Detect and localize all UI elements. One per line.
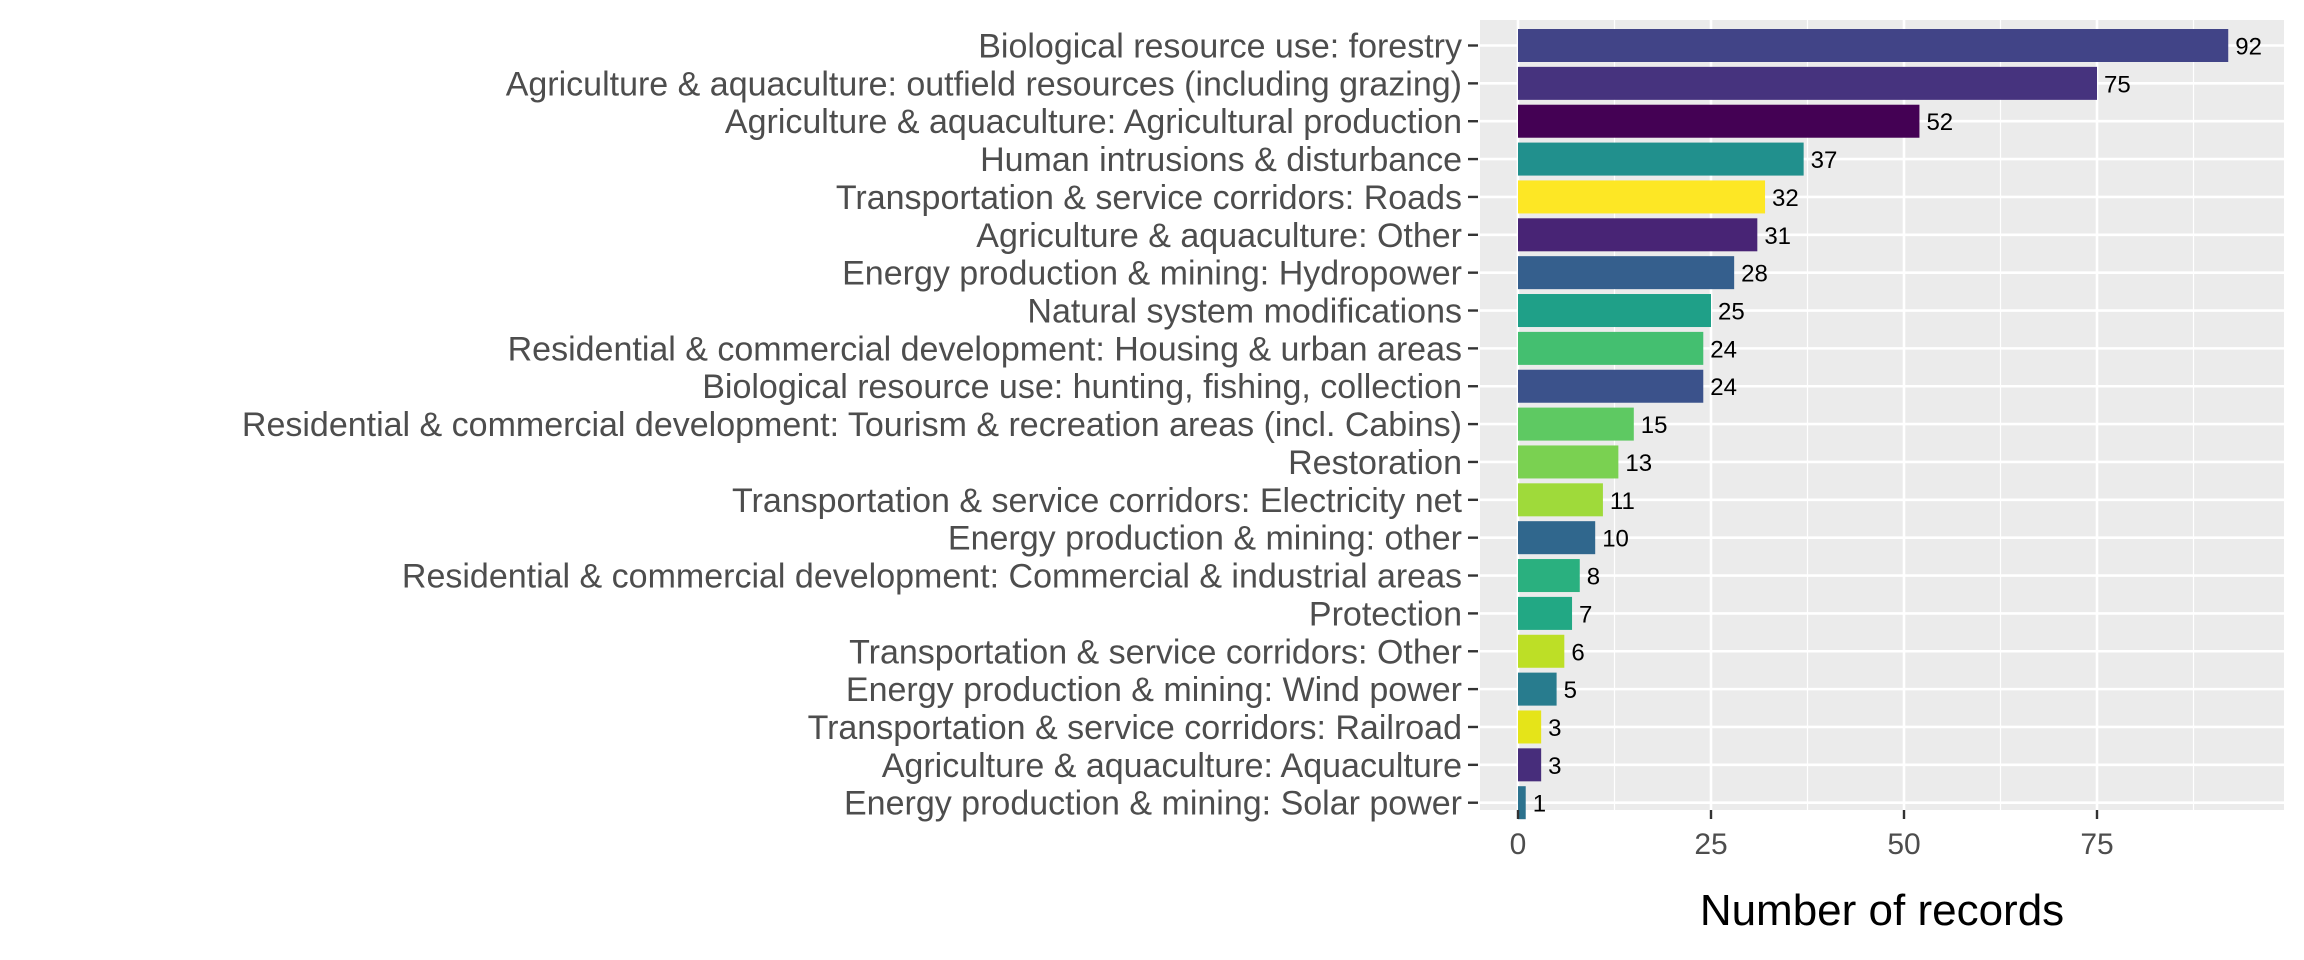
y-category-label: Agriculture & aquaculture: Agricultural … bbox=[725, 103, 1462, 141]
bar bbox=[1518, 786, 1526, 820]
y-category-label: Transportation & service corridors: Othe… bbox=[849, 633, 1462, 671]
bar bbox=[1518, 559, 1580, 593]
x-tick-label: 25 bbox=[1694, 828, 1727, 861]
y-category-label: Energy production & mining: Solar power bbox=[844, 785, 1462, 823]
bar bbox=[1518, 142, 1804, 176]
data-label: 37 bbox=[1811, 147, 1838, 174]
bar bbox=[1518, 29, 2229, 62]
y-category-label: Biological resource use: hunting, fishin… bbox=[702, 368, 1462, 406]
bar bbox=[1518, 483, 1603, 517]
data-label: 25 bbox=[1718, 299, 1745, 326]
y-category-label: Natural system modifications bbox=[1027, 293, 1462, 331]
y-category-label: Restoration bbox=[1288, 444, 1462, 482]
data-label: 32 bbox=[1772, 185, 1799, 212]
bar bbox=[1518, 104, 1920, 138]
x-axis: 0 25 50 75 bbox=[1510, 810, 2114, 861]
data-label: 75 bbox=[2104, 71, 2131, 98]
data-label: 3 bbox=[1548, 715, 1561, 742]
bar bbox=[1518, 672, 1557, 706]
bar bbox=[1518, 748, 1542, 782]
data-label: 31 bbox=[1764, 223, 1791, 250]
bar bbox=[1518, 521, 1596, 555]
y-category-label: Transportation & service corridors: Rail… bbox=[808, 709, 1462, 747]
bar bbox=[1518, 180, 1766, 214]
y-category-label: Energy production & mining: other bbox=[948, 520, 1462, 558]
bar bbox=[1518, 369, 1704, 403]
y-axis: Biological resource use: forestryAgricul… bbox=[242, 28, 1478, 823]
bar bbox=[1518, 256, 1735, 290]
y-category-label: Agriculture & aquaculture: Other bbox=[976, 217, 1462, 255]
bar bbox=[1518, 445, 1619, 479]
data-label: 7 bbox=[1579, 601, 1592, 628]
y-category-label: Agriculture & aquaculture: Aquaculture bbox=[882, 747, 1462, 785]
data-label: 5 bbox=[1564, 677, 1577, 704]
data-label: 10 bbox=[1602, 526, 1629, 553]
data-label: 3 bbox=[1548, 753, 1561, 780]
data-label: 6 bbox=[1571, 639, 1584, 666]
y-category-label: Residential & commercial development: Ho… bbox=[508, 330, 1462, 368]
bar bbox=[1518, 634, 1565, 668]
data-label: 92 bbox=[2235, 34, 2262, 61]
data-label: 15 bbox=[1641, 412, 1668, 439]
data-label: 24 bbox=[1710, 336, 1737, 363]
y-category-label: Residential & commercial development: Co… bbox=[402, 558, 1462, 596]
data-label: 24 bbox=[1710, 374, 1737, 401]
y-category-label: Energy production & mining: Wind power bbox=[846, 671, 1462, 709]
bar bbox=[1518, 710, 1542, 744]
bar bbox=[1518, 596, 1573, 630]
y-category-label: Transportation & service corridors: Elec… bbox=[732, 482, 1463, 520]
data-label: 8 bbox=[1587, 564, 1600, 591]
x-tick-label: 75 bbox=[2080, 828, 2113, 861]
x-tick-label: 50 bbox=[1887, 828, 1920, 861]
bar bbox=[1518, 66, 2097, 100]
x-tick-label: 0 bbox=[1510, 828, 1527, 861]
bar bbox=[1518, 218, 1758, 252]
y-category-label: Human intrusions & disturbance bbox=[980, 141, 1462, 179]
y-category-label: Transportation & service corridors: Road… bbox=[836, 179, 1462, 217]
data-label: 13 bbox=[1625, 450, 1652, 477]
bar bbox=[1518, 294, 1711, 328]
data-label: 11 bbox=[1610, 488, 1635, 515]
bars bbox=[1518, 29, 2229, 820]
data-label: 28 bbox=[1741, 261, 1768, 288]
bar bbox=[1518, 407, 1634, 441]
data-label: 1 bbox=[1533, 791, 1546, 818]
x-axis-title: Number of records bbox=[1700, 886, 2064, 935]
y-category-label: Protection bbox=[1309, 595, 1462, 633]
y-category-label: Agriculture & aquaculture: outfield reso… bbox=[506, 65, 1462, 103]
y-category-label: Biological resource use: forestry bbox=[978, 28, 1462, 66]
y-category-label: Energy production & mining: Hydropower bbox=[842, 255, 1462, 293]
data-label: 52 bbox=[1926, 109, 1953, 136]
y-category-label: Residential & commercial development: To… bbox=[242, 406, 1462, 444]
bar bbox=[1518, 331, 1704, 365]
